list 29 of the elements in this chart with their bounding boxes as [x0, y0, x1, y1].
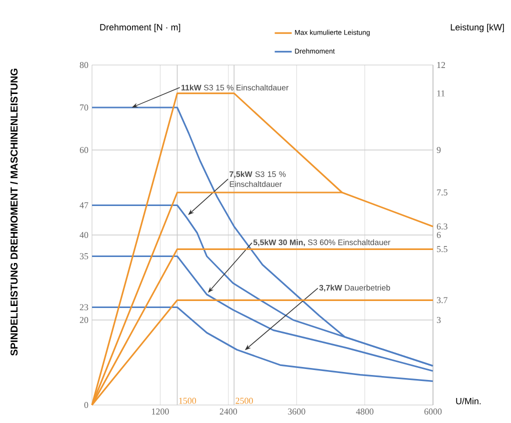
y2-tick-label: 3 — [436, 316, 441, 324]
x-tick-label: 4800 — [356, 408, 374, 415]
y-tick-label: 47 — [80, 202, 88, 208]
y2-axis-title: Leistung [kW] — [450, 24, 504, 32]
y-tick-label: 20 — [80, 316, 88, 324]
y-tick-label: 70 — [80, 104, 88, 111]
x-tick-label: 3600 — [288, 408, 306, 415]
y2-tick-label: 9 — [436, 146, 441, 154]
text: SPINDELLEISTUNG DREHMOMENT / MASCHINENLEISTUNG — [10, 68, 18, 356]
y-tick-label: 40 — [80, 232, 88, 238]
y-axis-title: Drehmoment [N · m] — [100, 24, 180, 32]
x-tick-label: 6000 — [424, 408, 442, 415]
y-tick-label: 60 — [80, 146, 88, 154]
y-tick-label: 35 — [80, 253, 88, 260]
y2-tick-label: 3.7 — [436, 297, 448, 304]
y2-tick-label: 12 — [437, 62, 445, 68]
y2-tick-label: 6 — [436, 232, 441, 238]
y2-tick-label: 6.3 — [436, 223, 448, 230]
y2-tick-label: 5.5 — [437, 246, 448, 252]
y2-tick-label: 7.5 — [437, 189, 448, 196]
ref-line-label: 2500 — [236, 398, 253, 404]
x-tick-label: 1200 — [152, 408, 169, 415]
y-tick-label: 23 — [80, 304, 88, 310]
x-tick-label: 2400 — [220, 408, 238, 415]
y-tick-label: 0 — [84, 402, 88, 408]
x-axis-title: U/Min. — [456, 398, 481, 404]
y2-tick-label: 11 — [437, 90, 445, 96]
y-tick-label: 80 — [80, 62, 88, 68]
ref-line-label: 1500 — [179, 398, 196, 404]
